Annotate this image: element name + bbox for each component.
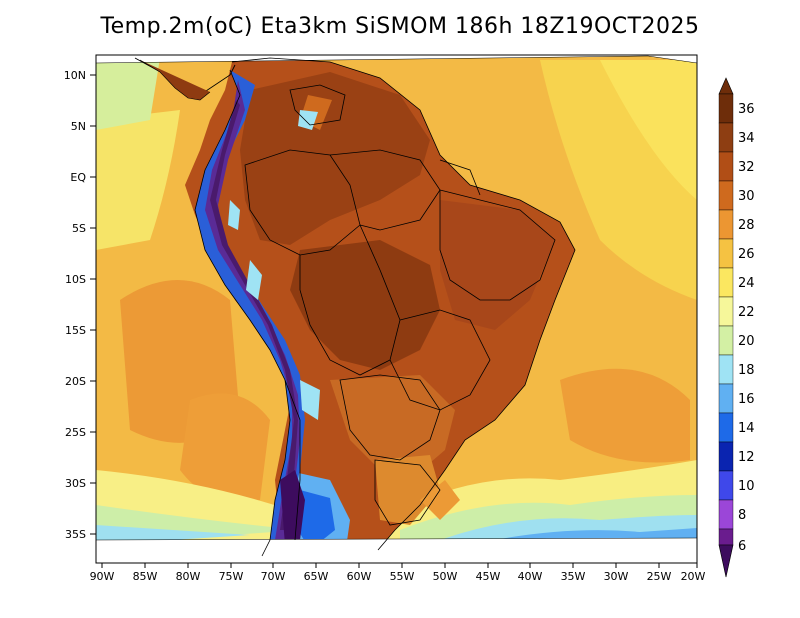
colorbar-segment (718, 383, 734, 414)
colorbar-segment (718, 93, 734, 124)
temperature-field (96, 56, 697, 540)
colorbar-segment (718, 325, 734, 356)
colorbar-label: 30 (738, 189, 755, 204)
lat-tick-label: 30S (65, 477, 86, 490)
colorbar-segment (718, 499, 734, 530)
lon-tick-label: 50W (433, 570, 458, 583)
lat-tick-label: 35S (65, 528, 86, 541)
political-borders (194, 57, 576, 557)
colorbar-label: 32 (738, 160, 755, 175)
colorbar-segment (718, 238, 734, 269)
colorbar-segment (718, 528, 734, 546)
map-title: Temp.2m(oC) Eta3km SiSMOM 186h 18Z19OCT2… (100, 14, 700, 39)
colorbar-segment (718, 441, 734, 472)
lon-tick-label: 45W (476, 570, 501, 583)
longitude-axis: 90W 85W 80W 75W 70W 65W 60W 55W 50W 45W … (90, 563, 706, 583)
lon-tick-label: 65W (304, 570, 329, 583)
colorbar-segment (718, 122, 734, 153)
lon-tick-label: 40W (518, 570, 543, 583)
plot-frame (95, 54, 698, 564)
colorbar-label: 10 (738, 479, 755, 494)
colorbar-label: 22 (738, 305, 755, 320)
colorbar-label: 14 (738, 421, 755, 436)
lat-tick-label: 5N (71, 120, 86, 133)
lon-tick-label: 90W (90, 570, 115, 583)
colorbar-label: 6 (738, 539, 746, 554)
colorbar-label: 16 (738, 392, 755, 407)
colorbar-segment (718, 267, 734, 298)
lon-tick-label: 80W (176, 570, 201, 583)
andes-ridge (195, 70, 305, 540)
colorbar-label: 28 (738, 218, 755, 233)
lon-tick-label: 60W (347, 570, 372, 583)
lat-tick-label: 25S (65, 426, 86, 439)
lat-tick-label: 5S (72, 222, 86, 235)
lat-tick-label: 15S (65, 324, 86, 337)
lat-tick-label: 10S (65, 273, 86, 286)
colorbar-label: 34 (738, 131, 755, 146)
colorbar-segment (718, 151, 734, 182)
colorbar-segment (718, 470, 734, 501)
colorbar-bottom-arrow (718, 544, 734, 578)
colorbar-top-arrow (718, 77, 734, 95)
lon-tick-label: 20W (681, 570, 706, 583)
colorbar-label: 20 (738, 334, 755, 349)
colorbar-segment (718, 180, 734, 211)
colorbar: 36 34 32 30 28 26 24 22 20 18 16 14 12 1… (718, 77, 755, 578)
lon-tick-label: 30W (604, 570, 629, 583)
lon-tick-label: 70W (261, 570, 286, 583)
colorbar-label: 12 (738, 450, 755, 465)
colorbar-label: 18 (738, 363, 755, 378)
lon-tick-label: 25W (647, 570, 672, 583)
lon-tick-label: 75W (219, 570, 244, 583)
lat-tick-label: EQ (70, 171, 86, 184)
colorbar-label: 8 (738, 508, 746, 523)
colorbar-segment (718, 412, 734, 443)
colorbar-label: 36 (738, 102, 755, 117)
colorbar-segment (718, 209, 734, 240)
colorbar-segment (718, 296, 734, 327)
lat-tick-label: 10N (64, 69, 86, 82)
colorbar-label: 26 (738, 247, 755, 262)
lon-tick-label: 85W (133, 570, 158, 583)
latitude-axis: 10N 5N EQ 5S 10S 15S 20S 25S 30S 35S (64, 69, 96, 541)
lat-tick-label: 20S (65, 375, 86, 388)
lon-tick-label: 35W (561, 570, 586, 583)
colorbar-label: 24 (738, 276, 755, 291)
colorbar-segment (718, 354, 734, 385)
lon-tick-label: 55W (390, 570, 415, 583)
